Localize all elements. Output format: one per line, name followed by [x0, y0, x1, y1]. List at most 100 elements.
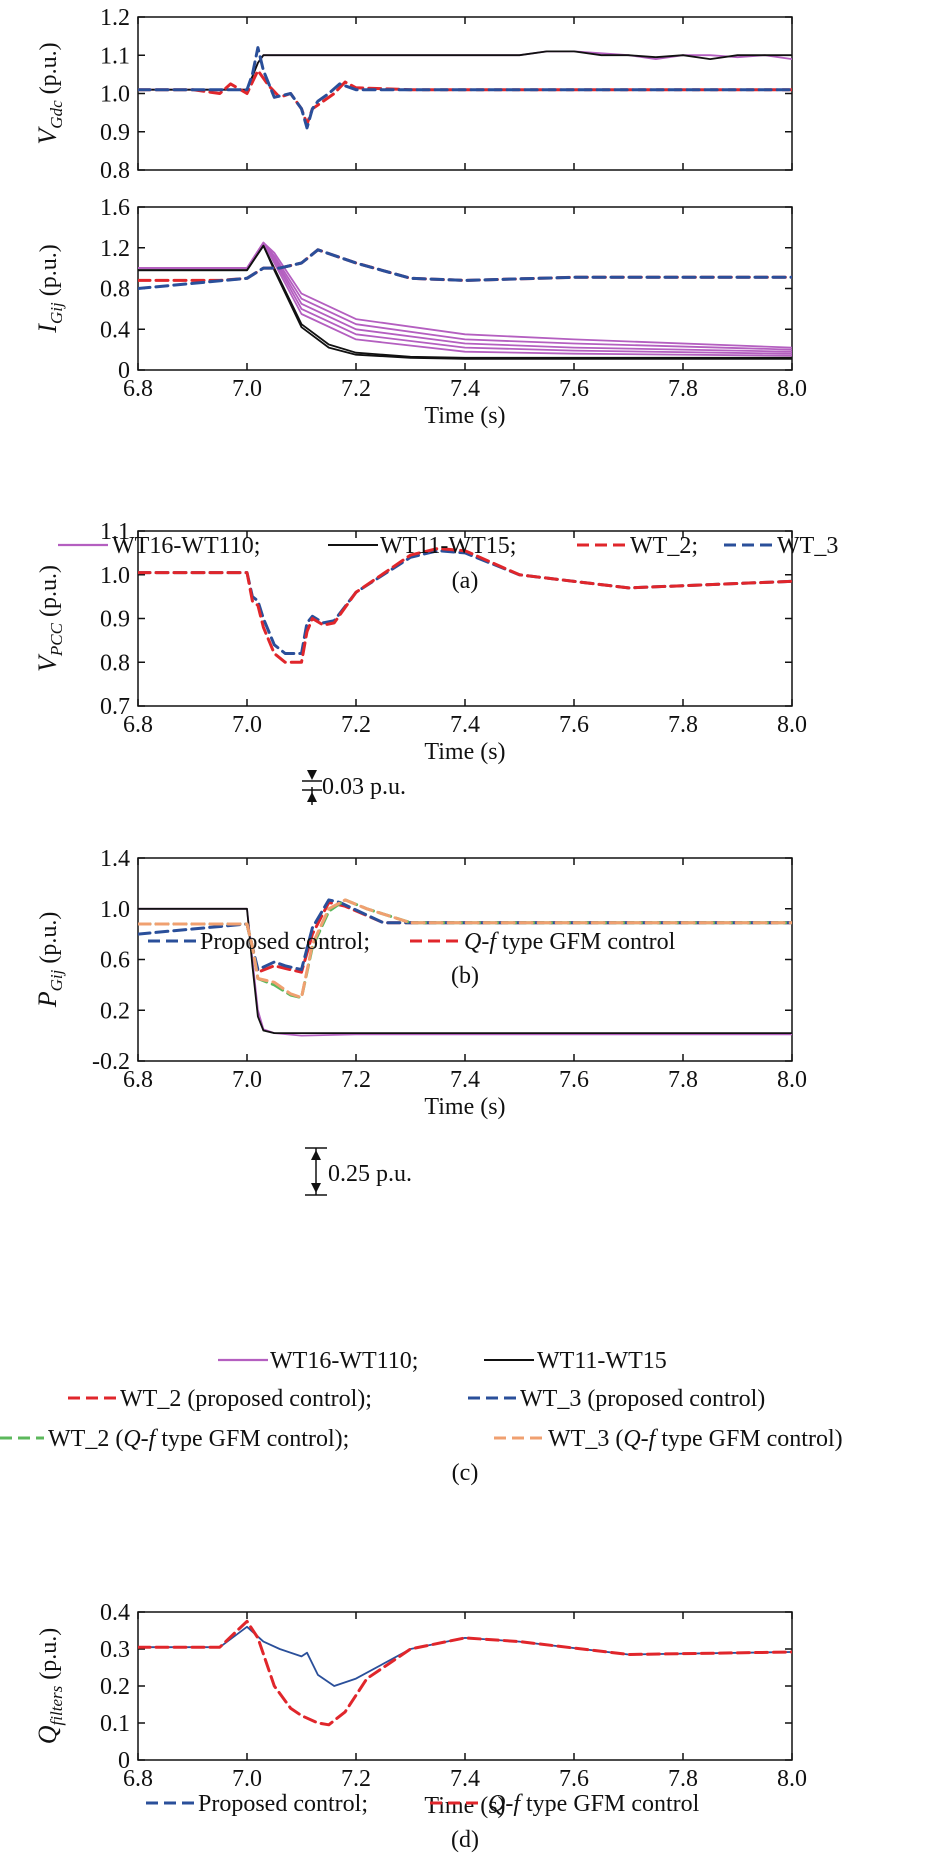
ytick-label: 0.2	[100, 1674, 130, 1700]
ytick-label: 0.3	[100, 1637, 130, 1663]
yaxis-label: IGij (p.u.)	[33, 244, 66, 333]
ytick-label: 1.0	[100, 897, 130, 923]
yaxis-label: PGij (p.u.)	[33, 912, 66, 1009]
legend-b-item-2: Q-f type GFM control	[464, 929, 676, 955]
plot-a-igij: 0 0.4 0.8 1.2 1.6 6.8 7.0 7.2 7.4 7.6 7.8 8.0 Time (…	[33, 195, 807, 429]
ytick-label: 0.8	[100, 277, 130, 303]
series-line-wt-3	[138, 46, 792, 130]
xtick-label: 7.6	[559, 1067, 589, 1093]
annotation-c: 0.25 p.u.	[305, 1147, 412, 1196]
xtick-label: 7.4	[450, 376, 480, 402]
ytick-label: 0.1	[100, 1711, 130, 1737]
legend-c-item-5: WT_2 (Q-f type GFM control);	[48, 1426, 349, 1452]
legend-a-item-2: WT11-WT15;	[380, 533, 516, 559]
legend-d: Proposed control; Q-f type GFM control	[146, 1791, 700, 1817]
axes-frame-c	[137, 857, 793, 1062]
annotation-b: 0.03 p.u.	[302, 770, 406, 805]
legend-d-item-1: Proposed control;	[198, 1791, 368, 1817]
xtick-label: 7.4	[450, 1067, 480, 1093]
series-line-type-gfm-control	[138, 1619, 792, 1727]
ytick-label: 1.2	[100, 5, 130, 31]
xtick-label: 7.0	[232, 1067, 262, 1093]
xaxis-label: Time (s)	[424, 739, 505, 765]
ytick-label: 1.2	[100, 236, 130, 262]
ytick-label: 0	[118, 358, 130, 384]
plot-d-qfilters: 0 0.1 0.2 0.3 0.4 6.8 7.0 7.2 7.4 7.6 7.8 8.0 Time (…	[33, 1600, 807, 1819]
ytick-label: 1.0	[100, 82, 130, 108]
series-line-proposed-control	[138, 549, 792, 655]
annotation-c-arrow-top	[311, 1150, 321, 1160]
caption-b: (b)	[451, 963, 479, 989]
ytick-label: 1.0	[100, 563, 130, 589]
axes-frame-a1	[137, 16, 793, 171]
xtick-label: 8.0	[777, 712, 807, 738]
xtick-label: 7.8	[668, 376, 698, 402]
legend-b-item-2-text: type GFM control	[502, 929, 676, 955]
xtick-label: 7.8	[668, 1766, 698, 1792]
series-group-a2	[138, 241, 792, 360]
plot-a-vgdc: 0.8 0.9 1.0 1.1 1.2 VGdc (p.u.)	[33, 5, 793, 184]
yaxis-label: Qfilters (p.u.)	[33, 1628, 66, 1744]
ytick-label: 0.8	[100, 158, 130, 184]
series-line-wt16-wt110	[138, 241, 792, 355]
ytick-label: 0.7	[100, 694, 130, 720]
legend-c-item-4: WT_3 (proposed control)	[520, 1386, 765, 1412]
legend-b-item-1: Proposed control;	[200, 929, 370, 955]
ytick-label: 0.9	[100, 120, 130, 146]
series-group-c	[138, 898, 792, 1037]
legend-c-item-6: WT_3 (Q-f type GFM control)	[548, 1426, 843, 1452]
ytick-label: -0.2	[92, 1049, 130, 1075]
annotation-c-arrow-bot	[311, 1183, 321, 1193]
xtick-label: 7.0	[232, 376, 262, 402]
series-line-proposed-control	[138, 1625, 792, 1687]
xtick-label: 6.8	[123, 1766, 153, 1792]
xtick-label: 7.6	[559, 376, 589, 402]
ytick-label: 1.6	[100, 195, 130, 221]
series-line-wt16-wt110	[138, 241, 792, 353]
xaxis-label: Time (s)	[424, 1793, 505, 1819]
annotation-b-label: 0.03 p.u.	[322, 774, 406, 800]
xtick-label: 6.8	[123, 376, 153, 402]
xtick-label: 8.0	[777, 376, 807, 402]
xtick-label: 8.0	[777, 1067, 807, 1093]
series-line-wt11-wt15	[138, 244, 792, 360]
legend-c-item-1: WT16-WT110;	[270, 1348, 418, 1374]
ytick-label: 0.9	[100, 607, 130, 633]
xtick-label: 7.2	[341, 1766, 371, 1792]
xtick-label: 7.2	[341, 1067, 371, 1093]
ytick-label: 0.6	[100, 948, 130, 974]
yaxis-label: VGdc (p.u.)	[33, 42, 66, 144]
annotation-b-arrow-top	[307, 770, 317, 780]
caption-c: (c)	[452, 1460, 479, 1486]
xtick-label: 6.8	[123, 712, 153, 738]
yaxis-label: VPCC (p.u.)	[33, 565, 66, 672]
ytick-label: 0.2	[100, 998, 130, 1024]
series-group-b	[138, 547, 792, 664]
xaxis-label: Time (s)	[424, 1094, 505, 1120]
xtick-label: 7.6	[559, 1766, 589, 1792]
xtick-label: 8.0	[777, 1766, 807, 1792]
series-group-a1	[138, 46, 792, 130]
series-line-wt16-wt110	[138, 241, 792, 349]
ytick-label: 1.4	[100, 846, 130, 872]
annotation-b-arrow-bot	[307, 792, 317, 802]
ytick-label: 0	[118, 1748, 130, 1774]
legend-a-item-4: WT_3	[777, 533, 838, 559]
xaxis-label: Time (s)	[424, 403, 505, 429]
series-line-type-gfm-control	[138, 547, 792, 664]
series-group-d	[138, 1619, 792, 1727]
series-line-wt-3-type-gfm-control-	[138, 898, 792, 1000]
xtick-label: 7.4	[450, 1766, 480, 1792]
xtick-label: 7.2	[341, 376, 371, 402]
legend-b: Proposed control; Q-f type GFM control	[148, 929, 676, 955]
ytick-label: 1.1	[100, 519, 130, 545]
caption-d: (d)	[451, 1827, 479, 1853]
legend-a-item-3: WT_2;	[630, 533, 698, 559]
series-line-wt11-wt15	[138, 244, 792, 359]
series-line-wt16-wt110	[138, 241, 792, 357]
axes-frame-a2	[137, 206, 793, 371]
series-line-wt11-wt15	[138, 50, 792, 91]
legend-c-item-2: WT11-WT15	[537, 1348, 667, 1374]
ytick-label: 0.8	[100, 650, 130, 676]
